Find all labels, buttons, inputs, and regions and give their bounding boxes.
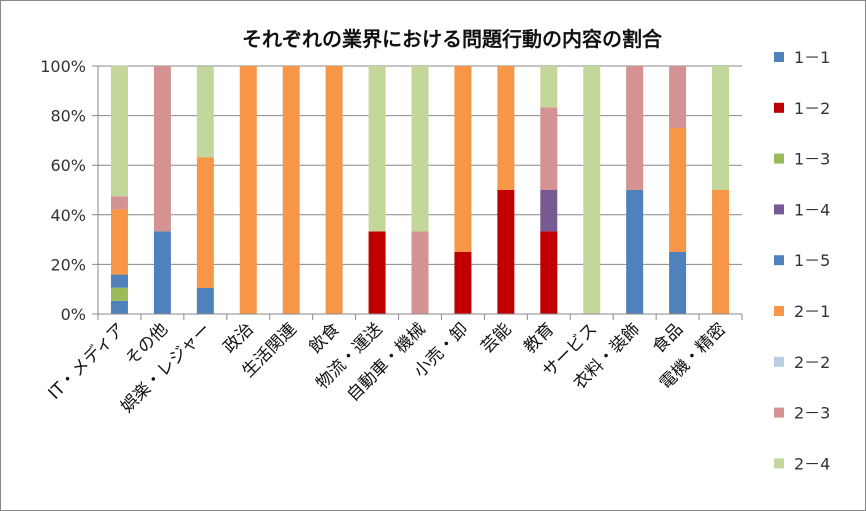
bar-segment bbox=[368, 231, 386, 314]
bar-segment bbox=[110, 196, 128, 210]
legend-marker bbox=[774, 204, 784, 215]
legend-marker bbox=[774, 306, 784, 316]
x-category-label: 教育 bbox=[520, 319, 558, 357]
legend-label: 1－2 bbox=[794, 99, 830, 118]
bar-segment bbox=[669, 252, 687, 314]
bar-segment bbox=[110, 300, 128, 314]
x-category-label: 芸能 bbox=[477, 319, 515, 357]
y-tick-label: 20% bbox=[50, 255, 86, 274]
chart-title: それぞれの業界における問題行動の内容の割合 bbox=[242, 27, 663, 51]
bar-segment bbox=[712, 190, 730, 314]
x-category-label: 飲食 bbox=[305, 319, 343, 357]
bar-segment bbox=[540, 66, 558, 108]
legend-label: 1－4 bbox=[794, 200, 830, 219]
bar-segment bbox=[110, 274, 128, 288]
legend-label: 1－5 bbox=[794, 251, 830, 270]
bar-segment bbox=[540, 107, 558, 190]
bar-segment bbox=[110, 209, 128, 275]
bar-segment bbox=[153, 66, 171, 232]
bar-segment bbox=[540, 231, 558, 314]
y-tick-label: 40% bbox=[50, 206, 86, 225]
legend-label: 1－1 bbox=[794, 48, 830, 67]
bar-segment bbox=[669, 66, 687, 128]
bar-segment bbox=[669, 128, 687, 252]
bar-segment bbox=[583, 66, 601, 314]
y-tick-label: 80% bbox=[50, 107, 86, 126]
y-tick-label: 60% bbox=[50, 156, 86, 175]
legend-marker bbox=[774, 458, 784, 469]
y-tick-label: 100% bbox=[40, 57, 86, 76]
legend-marker bbox=[774, 52, 784, 62]
bar-segment bbox=[411, 231, 429, 314]
bar-segment bbox=[153, 231, 171, 314]
bar-segment bbox=[196, 287, 214, 314]
legend-marker bbox=[774, 153, 784, 164]
bar-segment bbox=[626, 66, 644, 190]
x-category-label: 食品 bbox=[649, 319, 687, 357]
bar-segment bbox=[282, 66, 300, 314]
legend-marker bbox=[774, 255, 784, 266]
bar-segment bbox=[626, 190, 644, 314]
bar-segment bbox=[110, 65, 128, 197]
bar-segment bbox=[497, 66, 515, 190]
legend-label: 2－3 bbox=[794, 404, 830, 423]
bar-segment bbox=[325, 66, 343, 314]
bar-segment bbox=[540, 190, 558, 232]
bar-segment bbox=[497, 190, 515, 314]
legend-label: 2－1 bbox=[794, 302, 830, 321]
bar-segment bbox=[239, 66, 257, 314]
bar-segment bbox=[196, 66, 214, 158]
y-tick-label: 0% bbox=[61, 305, 86, 324]
bar-segment bbox=[712, 66, 730, 190]
bar-segment bbox=[454, 66, 472, 252]
bar-segment bbox=[110, 287, 128, 301]
legend-label: 2－4 bbox=[794, 454, 830, 473]
x-category-label: IT・メディア bbox=[44, 319, 129, 404]
legend-marker bbox=[774, 102, 784, 113]
bar-segment bbox=[368, 66, 386, 232]
bar-segment bbox=[454, 252, 472, 314]
bar-segment bbox=[196, 157, 214, 288]
legend-label: 2－2 bbox=[794, 353, 830, 372]
x-category-label: 政治 bbox=[220, 319, 258, 357]
legend-label: 1－3 bbox=[794, 150, 830, 169]
bar-segment bbox=[411, 66, 429, 232]
legend-marker bbox=[774, 356, 784, 367]
legend-marker bbox=[774, 407, 784, 418]
